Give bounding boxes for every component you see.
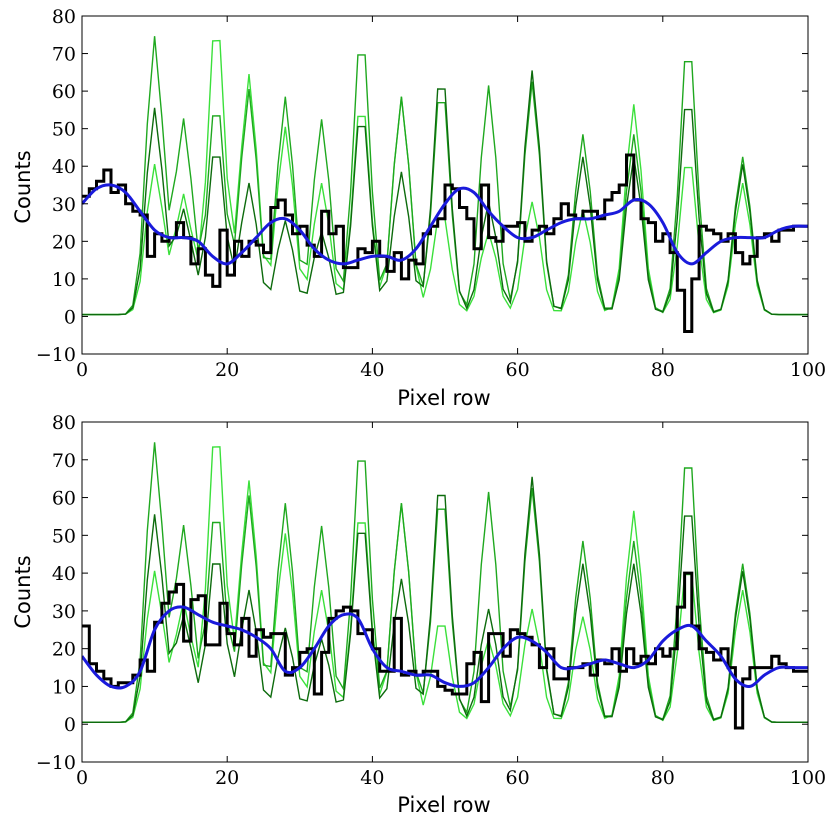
y-tick-label: 0 [64,306,76,328]
y-tick-label: 40 [52,563,76,585]
series-fit [82,183,808,266]
y-tick-label: −10 [36,344,76,366]
y-tick-label: 20 [52,231,76,253]
y-tick-label: −10 [36,752,76,774]
panel-bottom-marks [82,442,808,730]
y-tick-label: 80 [52,412,76,434]
x-tick-label: 60 [506,359,530,381]
y-tick-label: 70 [52,44,76,66]
y-tick-label: 30 [52,194,76,216]
panel-top-marks [82,36,808,333]
series-spectrum-1 [82,476,808,723]
x-tick-label: 80 [651,359,675,381]
y-axis-label: Counts [11,150,35,223]
x-axis-label: Pixel row [397,386,490,410]
y-tick-label: 10 [52,269,76,291]
y-tick-label: 30 [52,601,76,623]
series-spectrum-2 [82,36,808,316]
x-tick-label: 80 [651,767,675,789]
series-data [82,571,808,730]
plot-frame [81,15,809,355]
y-tick-label: 50 [52,525,76,547]
plot-frame [81,421,809,763]
x-tick-label: 60 [506,767,530,789]
series-spectrum-2 [82,442,808,723]
y-tick-label: 20 [52,639,76,661]
y-tick-label: 50 [52,119,76,141]
y-axis-label: Counts [11,555,35,628]
y-tick-label: 70 [52,450,76,472]
x-axis-label: Pixel row [397,793,490,817]
y-tick-label: 60 [52,81,76,103]
x-tick-label: 0 [76,359,88,381]
x-tick-label: 20 [215,767,239,789]
x-tick-label: 100 [790,767,826,789]
x-tick-label: 0 [76,767,88,789]
x-tick-label: 40 [360,359,384,381]
y-tick-label: 10 [52,676,76,698]
x-tick-label: 40 [360,767,384,789]
series-fit [82,605,808,690]
x-tick-label: 100 [790,359,826,381]
y-tick-label: 0 [64,714,76,736]
series-data [82,153,808,333]
y-tick-label: 80 [52,6,76,28]
y-tick-label: 60 [52,488,76,510]
y-tick-label: 40 [52,156,76,178]
x-tick-label: 20 [215,359,239,381]
